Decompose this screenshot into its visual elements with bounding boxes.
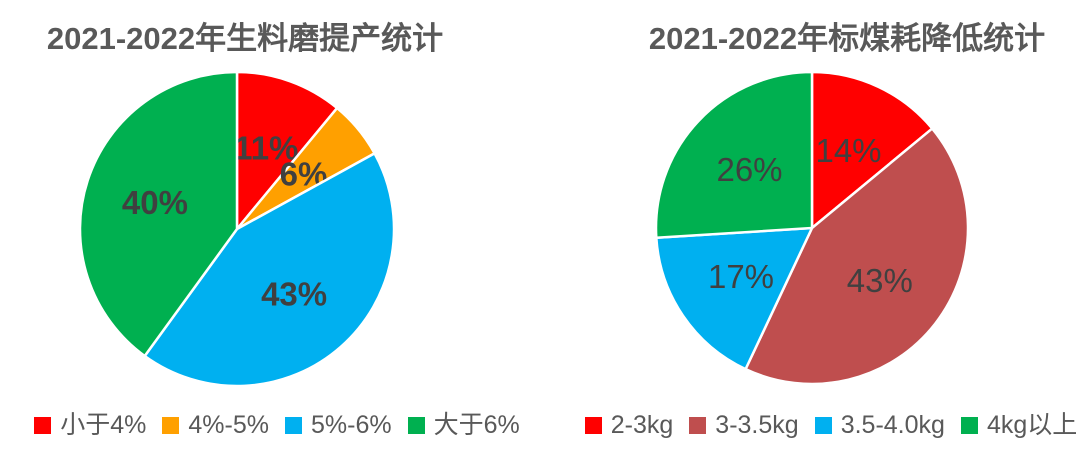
legend-item-2: 3.5-4.0kg xyxy=(814,411,945,439)
legend-label: 4kg以上 xyxy=(986,411,1078,439)
slice-label-1: 43% xyxy=(847,262,913,299)
pie-slice-2 xyxy=(143,152,396,388)
pie-slice-3 xyxy=(654,70,814,240)
slice-label-3: 26% xyxy=(716,151,782,188)
legend-item-1: 4%-5% xyxy=(162,413,269,438)
legend-label: 2-3kg xyxy=(610,411,674,439)
pie-slice-3 xyxy=(78,70,239,358)
pie-slice-0 xyxy=(810,70,934,230)
slice-label-0: 11% xyxy=(234,129,298,166)
legend-item-1: 3-3.5kg xyxy=(689,411,799,439)
legend-coal-consumption: 2-3kg 3-3.5kg 3.5-4.0kg 4kg以上 xyxy=(540,413,1080,438)
legend-swatch-icon xyxy=(162,417,180,434)
chart-title-raw-mill: 2021-2022年生料磨提产统计 xyxy=(46,21,444,56)
pie-chart-raw-mill-production: 2021-2022年生料磨提产统计 11% 6% 43% 40% 小于4% 4%-5% 5… xyxy=(0,21,540,438)
legend-item-3: 4kg以上 xyxy=(960,411,1078,439)
slice-label-2: 17% xyxy=(708,258,774,295)
chart-title-coal-consumption: 2021-2022年标煤耗降低统计 xyxy=(648,21,1046,56)
pie-slice-1 xyxy=(744,127,970,386)
slice-label-2: 43% xyxy=(261,275,327,312)
legend-swatch-icon xyxy=(689,417,707,434)
legend-swatch-icon xyxy=(407,417,425,434)
pie-raw-mill: 11%6%43%40% xyxy=(78,70,396,388)
legend-label: 4%-5% xyxy=(188,411,269,439)
legend-swatch-icon xyxy=(34,417,52,434)
legend-swatch-icon xyxy=(584,417,602,434)
pie-slice-0 xyxy=(235,70,339,231)
legend-swatch-icon xyxy=(285,417,302,434)
legend-item-3: 大于6% xyxy=(407,411,520,439)
legend-label: 3.5-4.0kg xyxy=(840,411,945,439)
legend-item-0: 小于4% xyxy=(34,413,146,438)
legend-label: 3-3.5kg xyxy=(715,411,799,439)
pie-coal-consumption: 14% 43% 17% 26% xyxy=(654,70,970,386)
legend-raw-mill: 小于4% 4%-5% 5%-6% 大于6% xyxy=(0,413,540,438)
legend-label: 5%-6% xyxy=(311,411,392,439)
slice-label-3: 40% xyxy=(122,184,188,221)
legend-swatch-icon xyxy=(814,417,832,434)
pie-chart-coal-consumption: 2021-2022年标煤耗降低统计 14% 43% 17% 26% 2-3kg 3-3.… xyxy=(540,0,1080,456)
slice-label-0: 14% xyxy=(815,132,881,169)
legend-item-2: 5%-6% xyxy=(285,413,392,438)
legend-label: 小于4% xyxy=(60,411,147,439)
legend-swatch-icon xyxy=(960,417,978,434)
pie-slice-2 xyxy=(655,226,814,371)
legend-item-0: 2-3kg xyxy=(584,411,674,439)
legend-label: 大于6% xyxy=(433,411,520,439)
